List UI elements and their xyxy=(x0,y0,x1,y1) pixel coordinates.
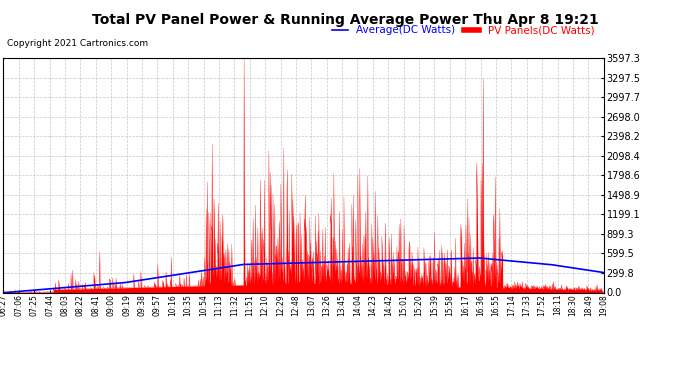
Text: Total PV Panel Power & Running Average Power Thu Apr 8 19:21: Total PV Panel Power & Running Average P… xyxy=(92,13,598,27)
Text: Copyright 2021 Cartronics.com: Copyright 2021 Cartronics.com xyxy=(7,39,148,48)
Legend: Average(DC Watts), PV Panels(DC Watts): Average(DC Watts), PV Panels(DC Watts) xyxy=(328,21,598,39)
